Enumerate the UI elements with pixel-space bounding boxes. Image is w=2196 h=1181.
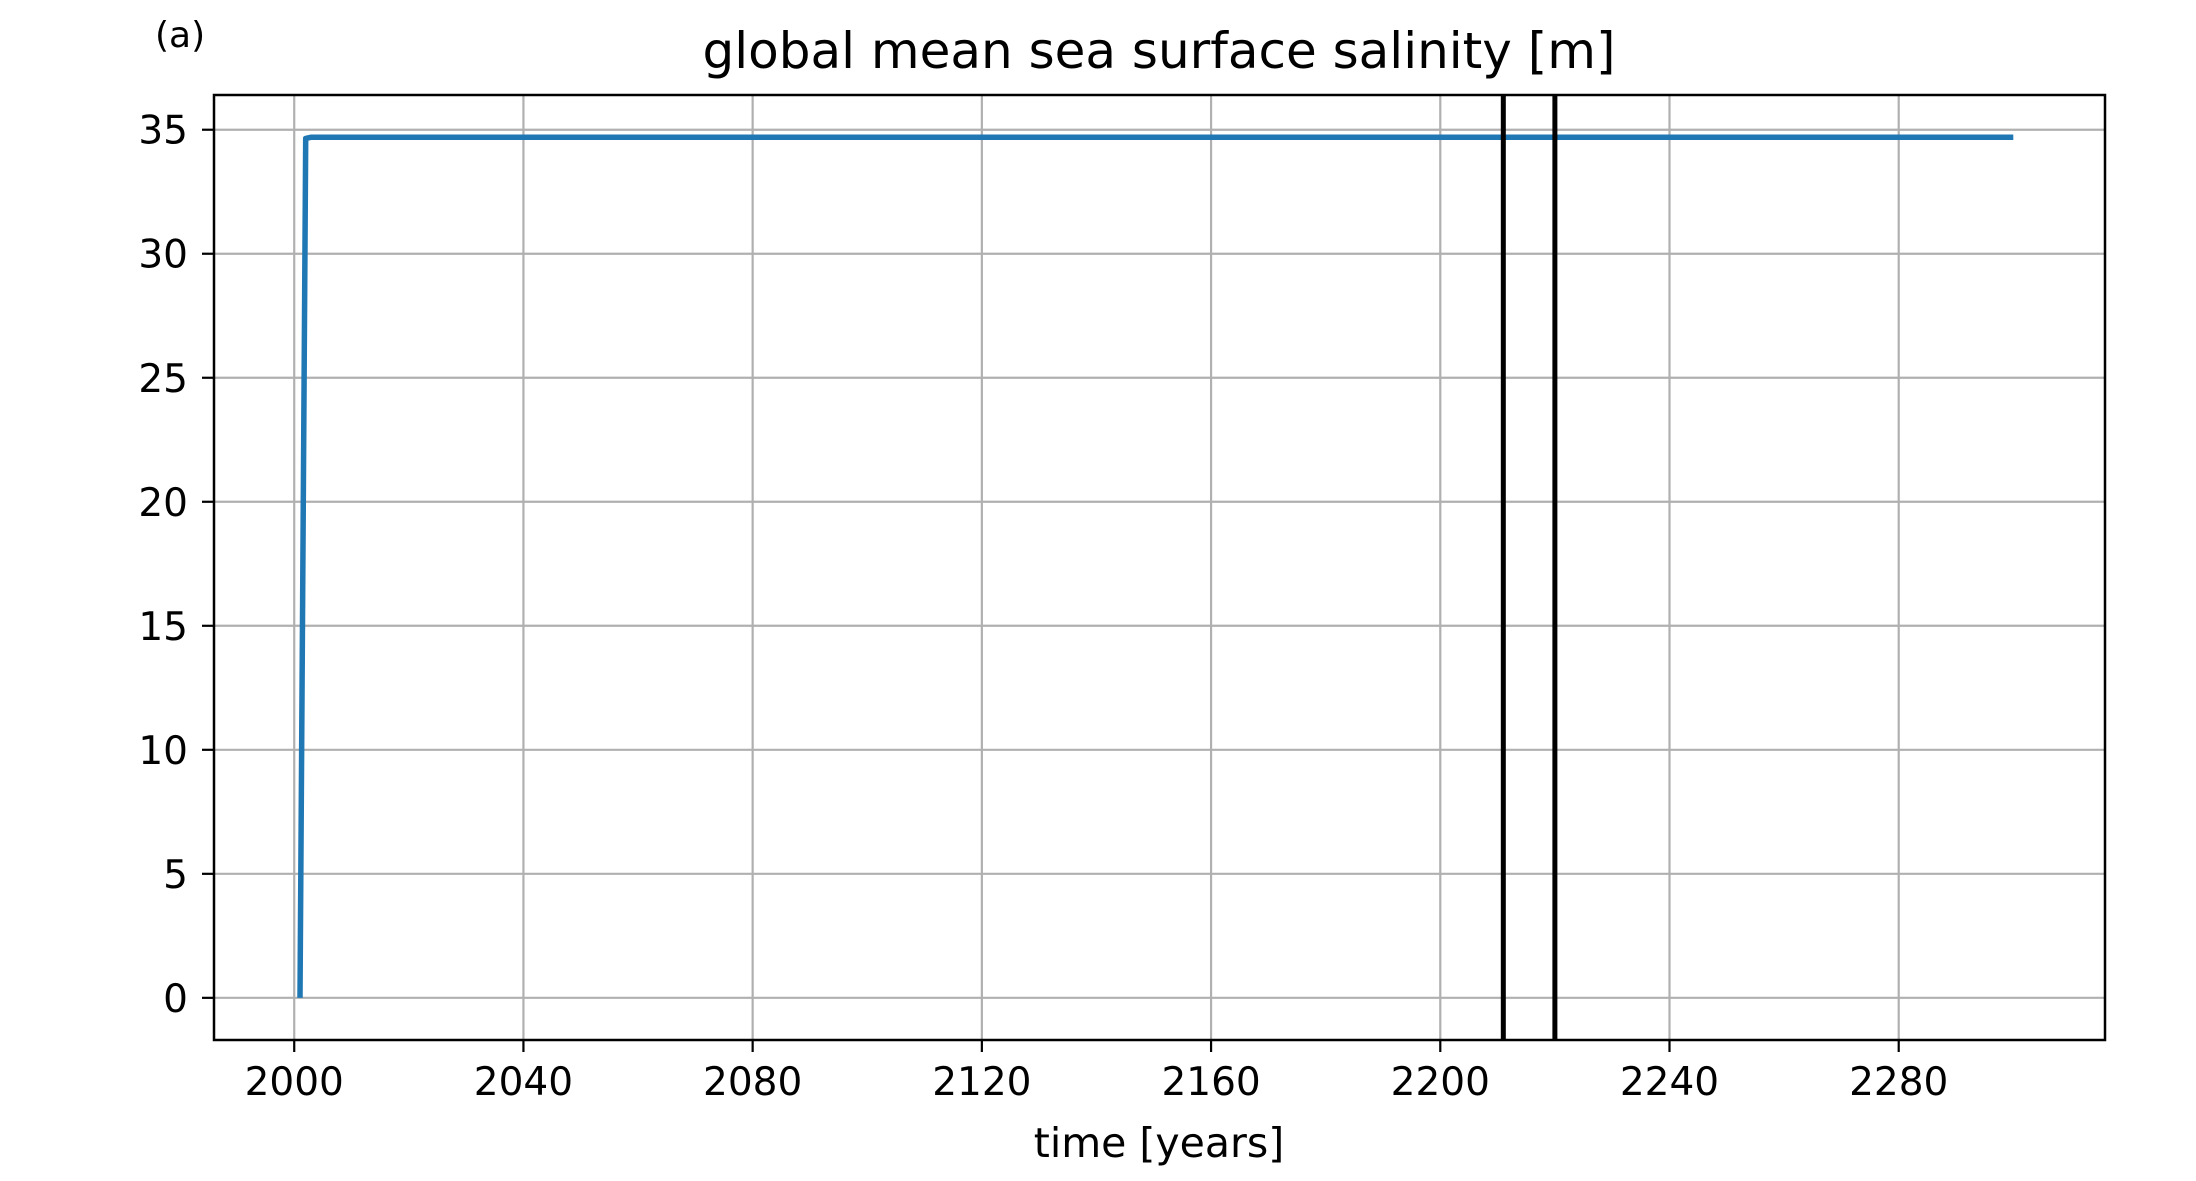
y-tick-label: 15 xyxy=(138,605,188,650)
y-tick-label: 35 xyxy=(138,109,188,154)
x-axis-label: time [years] xyxy=(1034,1119,1284,1167)
x-tick-label: 2120 xyxy=(932,1060,1031,1105)
x-tick-label: 2000 xyxy=(245,1060,344,1105)
chart-title: global mean sea surface salinity [m] xyxy=(703,22,1616,80)
series-line xyxy=(297,134,2014,998)
y-tick-label: 20 xyxy=(138,481,188,526)
plot-frame xyxy=(212,93,2107,1042)
x-tick-label: 2280 xyxy=(1849,1060,1948,1105)
x-tick-label: 2240 xyxy=(1620,1060,1719,1105)
x-tick-label: 2160 xyxy=(1161,1060,1260,1105)
x-axis-ticks: 2000 2040 2080 2120 2160 2200 2240 2280 xyxy=(245,1040,1948,1105)
panel-label: (a) xyxy=(155,15,205,56)
y-tick-label: 10 xyxy=(138,729,188,774)
grid-lines xyxy=(214,95,2105,1040)
x-tick-label: 2040 xyxy=(474,1060,573,1105)
x-tick-label: 2080 xyxy=(703,1060,802,1105)
x-tick-label: 2200 xyxy=(1391,1060,1490,1105)
y-tick-label: 0 xyxy=(163,977,188,1022)
y-tick-label: 30 xyxy=(138,233,188,278)
y-axis-ticks: 0 5 10 15 20 25 30 35 xyxy=(138,109,214,1022)
vertical-markers xyxy=(1500,95,1558,1040)
y-tick-label: 25 xyxy=(138,357,188,402)
y-tick-label: 5 xyxy=(163,853,188,898)
series-layer xyxy=(297,134,2014,998)
